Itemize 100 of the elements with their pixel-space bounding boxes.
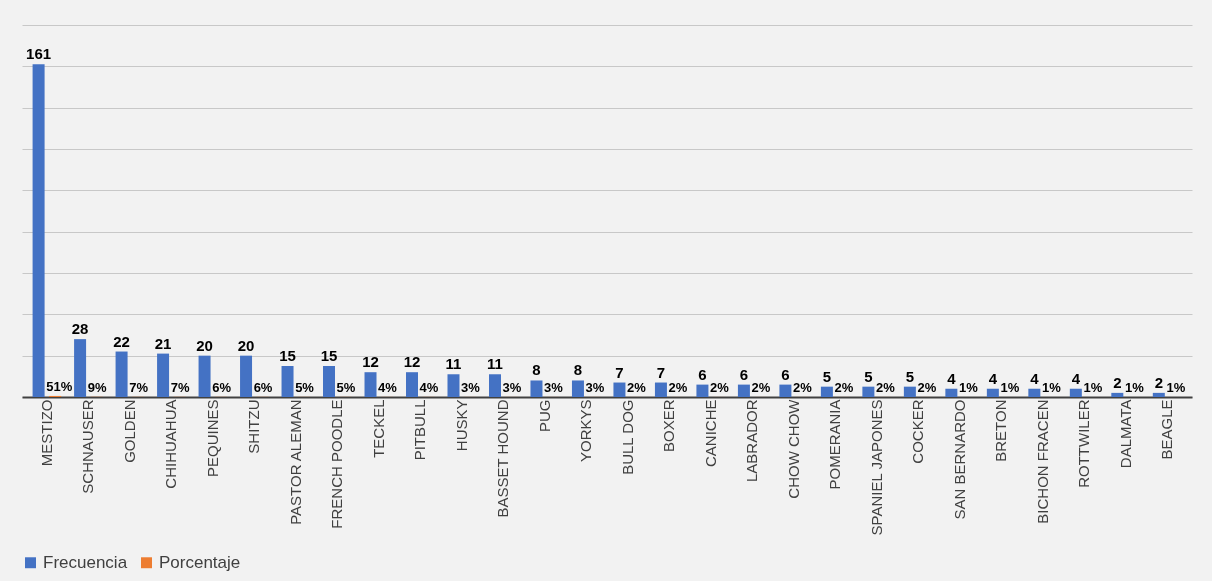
x-tick-label: SCHNAUSER bbox=[79, 399, 97, 494]
bar bbox=[447, 374, 460, 397]
data-label: 5 bbox=[822, 367, 832, 385]
x-tick-label: CANICHE bbox=[701, 399, 719, 468]
data-label: 3% bbox=[544, 379, 564, 395]
data-label: 1% bbox=[958, 379, 979, 395]
data-label: 9% bbox=[87, 379, 107, 395]
bar bbox=[986, 388, 999, 397]
bar bbox=[862, 386, 875, 397]
data-label: 2% bbox=[917, 379, 937, 395]
data-label: 1% bbox=[1000, 379, 1020, 395]
bar bbox=[613, 382, 626, 397]
data-label: 8 bbox=[532, 361, 541, 379]
data-label: 1% bbox=[1124, 379, 1145, 395]
data-label: 5 bbox=[905, 367, 915, 385]
x-tick-label: FRENCH POODLE bbox=[328, 399, 346, 529]
x-tick-label: LABRADOR bbox=[743, 399, 761, 483]
data-label: 7 bbox=[656, 363, 666, 381]
data-label: 161 bbox=[26, 45, 52, 63]
x-tick-label: BOXER bbox=[660, 399, 678, 453]
data-label: 11 bbox=[445, 355, 462, 373]
bar bbox=[74, 339, 87, 397]
x-tick-label: POMERANIA bbox=[826, 399, 844, 490]
x-tick-label: CHOW CHOW bbox=[784, 398, 802, 499]
x-tick-label: TECKEL bbox=[369, 399, 387, 458]
data-label: 6 bbox=[698, 365, 707, 383]
x-tick-label: BRETON bbox=[992, 399, 1010, 462]
data-label: 20 bbox=[196, 336, 213, 354]
data-label: 4% bbox=[378, 379, 398, 395]
data-label: 2 bbox=[1154, 373, 1163, 391]
bar bbox=[779, 384, 792, 397]
bar bbox=[571, 380, 584, 397]
bar bbox=[903, 386, 916, 397]
data-label: 5 bbox=[864, 367, 873, 385]
bar bbox=[240, 355, 253, 397]
bar bbox=[115, 351, 128, 397]
data-label: 1% bbox=[1041, 379, 1062, 395]
data-label: 6 bbox=[739, 365, 749, 383]
bar bbox=[32, 64, 45, 397]
x-tick-label: SAN BERNARDO bbox=[950, 399, 968, 520]
data-label: 7% bbox=[170, 379, 190, 395]
x-tick-label: PUG bbox=[535, 399, 553, 433]
x-tick-label: BICHON FRACEN bbox=[1033, 399, 1051, 524]
data-label: 20 bbox=[237, 336, 255, 354]
x-tick-label: BASSET HOUND bbox=[494, 399, 512, 518]
bar bbox=[364, 372, 377, 397]
data-label: 15 bbox=[279, 347, 296, 364]
data-label: 4 bbox=[988, 369, 998, 387]
data-label: 2% bbox=[793, 379, 813, 395]
x-tick-label: MESTIZO bbox=[37, 399, 55, 467]
x-tick-label: YORKYS bbox=[577, 399, 595, 463]
data-label: 7 bbox=[615, 363, 624, 381]
x-tick-label: CHIHUAHUA bbox=[162, 399, 180, 489]
bar bbox=[820, 386, 833, 397]
bar bbox=[1028, 388, 1041, 397]
x-tick-label: PITBULL bbox=[411, 399, 429, 461]
data-label: 5% bbox=[336, 379, 356, 395]
x-tick-label: SPANIEL JAPONES bbox=[867, 399, 885, 536]
bar bbox=[530, 380, 543, 397]
data-label: 2% bbox=[668, 379, 688, 395]
x-tick-label: HUSKY bbox=[452, 399, 470, 452]
x-tick-label: BULL DOG bbox=[618, 399, 636, 475]
bar bbox=[737, 384, 750, 397]
x-tick-label: ROTTWILER bbox=[1075, 399, 1093, 488]
legend-label: Frecuencia bbox=[43, 552, 128, 572]
data-label: 4 bbox=[1071, 369, 1081, 387]
data-label: 12 bbox=[403, 353, 421, 371]
bar bbox=[1069, 388, 1082, 397]
data-label: 5% bbox=[295, 379, 315, 395]
data-label: 6% bbox=[212, 379, 232, 395]
data-label: 12 bbox=[362, 353, 379, 371]
data-label: 6% bbox=[253, 379, 273, 395]
data-label: 3% bbox=[585, 379, 605, 395]
data-label: 4 bbox=[1030, 369, 1040, 387]
data-label: 3% bbox=[461, 379, 481, 395]
bar bbox=[281, 366, 294, 397]
legend-label: Porcentaje bbox=[159, 552, 241, 572]
data-label: 15 bbox=[320, 347, 338, 364]
data-label: 11 bbox=[487, 355, 503, 373]
data-label: 2 bbox=[1113, 373, 1122, 391]
bar bbox=[654, 382, 667, 397]
x-tick-label: PASTOR ALEMAN bbox=[286, 399, 304, 525]
data-label: 1% bbox=[1166, 379, 1186, 395]
bar bbox=[696, 384, 709, 397]
data-label: 7% bbox=[129, 379, 149, 395]
data-label: 6 bbox=[781, 365, 790, 383]
bar bbox=[157, 353, 170, 397]
data-label: 2% bbox=[710, 379, 730, 395]
x-tick-label: GOLDEN bbox=[120, 399, 138, 463]
bar bbox=[945, 388, 958, 397]
data-label: 8 bbox=[573, 361, 583, 379]
data-label: 2% bbox=[875, 379, 896, 395]
data-label: 22 bbox=[113, 332, 130, 350]
bar bbox=[406, 372, 418, 397]
bar bbox=[198, 355, 211, 397]
data-label: 3% bbox=[502, 379, 522, 395]
data-label: 4 bbox=[947, 369, 957, 387]
data-label: 28 bbox=[71, 320, 89, 338]
data-label: 4% bbox=[419, 379, 439, 395]
bar bbox=[488, 374, 501, 397]
